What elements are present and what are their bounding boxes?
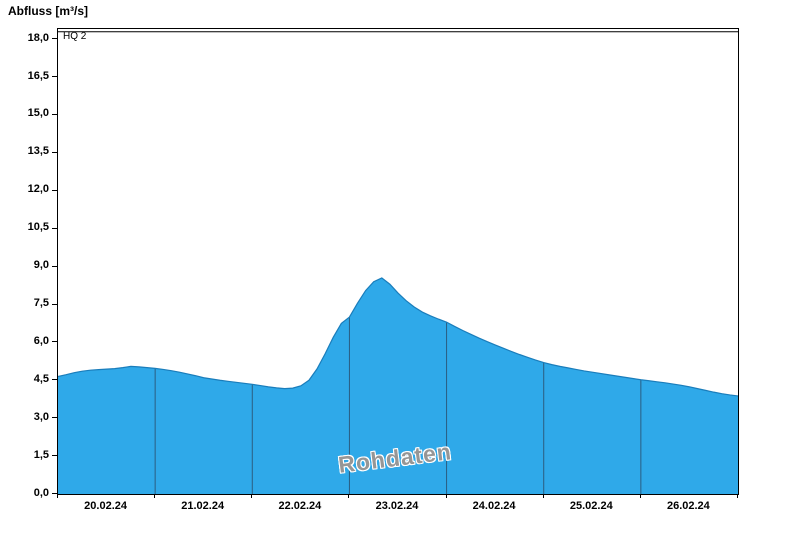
y-tick-mark (52, 76, 57, 77)
y-tick-mark (52, 303, 57, 305)
y-tick-label: 13,5 (27, 145, 49, 158)
y-tick-label: 18,0 (27, 31, 49, 44)
x-tick-label: 23.02.24 (375, 500, 419, 512)
x-tick-label: 22.02.24 (278, 500, 322, 512)
x-tick-label: 20.02.24 (84, 500, 127, 512)
x-tick-mark (348, 494, 350, 498)
y-tick-mark (52, 227, 57, 229)
hq2-threshold-label: HQ 2 (63, 31, 87, 42)
y-tick-label: 9,0 (33, 259, 49, 272)
y-tick-label: 12,0 (27, 183, 49, 196)
y-tick-mark (52, 38, 57, 40)
x-tick-mark (251, 494, 253, 498)
y-tick-label: 4,5 (33, 372, 49, 385)
x-tick-label: 25.02.24 (569, 500, 613, 512)
discharge-line (58, 277, 738, 397)
x-tick-mark (154, 494, 156, 498)
y-tick-label: 3,0 (33, 410, 49, 423)
y-tick-mark (52, 113, 57, 115)
x-tick-label: 21.02.24 (181, 500, 225, 512)
x-tick-mark (737, 494, 738, 498)
y-tick-label: 1,5 (33, 448, 49, 461)
chart-svg (58, 31, 738, 494)
x-tick-label: 26.02.24 (666, 500, 710, 512)
y-tick-mark (52, 265, 57, 267)
x-tick-mark (445, 494, 447, 498)
y-tick-label: 16,5 (27, 69, 49, 82)
chart-title: Abfluss [m³/s] (8, 4, 89, 18)
y-tick-mark (52, 379, 57, 381)
y-tick-mark (52, 493, 57, 494)
plot-area (57, 28, 739, 495)
y-tick-mark (52, 189, 57, 191)
y-tick-label: 0,0 (33, 486, 49, 499)
y-tick-label: 7,5 (33, 297, 49, 309)
y-tick-label: 6,0 (33, 334, 49, 347)
y-tick-mark (52, 151, 57, 153)
x-tick-mark (639, 494, 641, 498)
x-tick-mark (542, 494, 544, 498)
discharge-area (58, 277, 738, 494)
y-tick-mark (52, 455, 57, 457)
x-tick-mark (57, 494, 58, 498)
y-tick-label: 10,5 (27, 221, 49, 234)
y-tick-mark (52, 341, 57, 343)
y-tick-label: 15,0 (27, 107, 49, 120)
y-tick-mark (52, 417, 57, 419)
x-tick-label: 24.02.24 (472, 500, 516, 512)
